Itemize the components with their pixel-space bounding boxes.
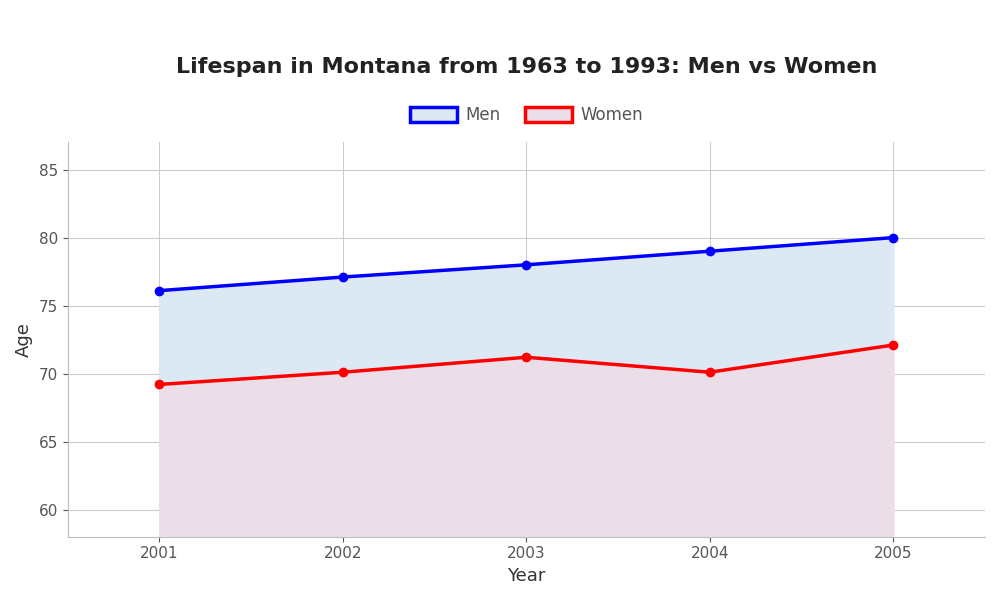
Title: Lifespan in Montana from 1963 to 1993: Men vs Women: Lifespan in Montana from 1963 to 1993: M… (176, 57, 877, 77)
X-axis label: Year: Year (507, 567, 546, 585)
Y-axis label: Age: Age (15, 322, 33, 357)
Legend: Men, Women: Men, Women (403, 100, 649, 131)
